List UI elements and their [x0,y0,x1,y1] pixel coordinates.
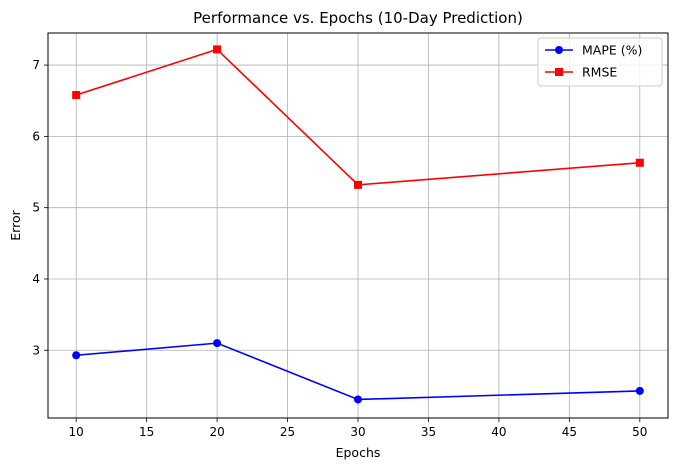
x-tick-label: 10 [69,425,84,439]
legend-marker [555,68,563,76]
chart-title: Performance vs. Epochs (10-Day Predictio… [193,9,523,27]
data-point-mape [354,395,362,404]
series-line-mape [76,342,640,401]
y-axis-label: Error [8,209,23,240]
x-tick-label: 45 [562,425,577,439]
x-tick-label: 20 [209,425,224,439]
legend-label: RMSE [582,65,617,80]
x-tick-label: 35 [421,425,436,439]
y-tick-label: 5 [32,201,40,215]
data-point-rmse [635,158,644,167]
y-tick-label: 3 [32,343,40,357]
series-rmse [72,45,644,189]
grid [48,33,668,418]
data-point-rmse [213,45,222,54]
y-tick-label: 4 [32,272,40,286]
legend-item-mape: MAPE (%) [545,43,642,58]
y-tick-label: 6 [32,129,40,143]
x-tick-label: 50 [632,425,647,439]
legend-marker [555,46,563,54]
x-tick-label: 25 [280,425,295,439]
x-axis-label: Epochs [336,445,381,460]
series-line-rmse [75,48,640,186]
x-axis: 10 15 20 25 30 35 40 45 50 [69,418,647,439]
data-point-mape [635,386,644,395]
y-tick-label: 7 [32,58,40,72]
x-tick-label: 30 [350,425,365,439]
data-point-mape [72,351,81,360]
legend-label: MAPE (%) [582,43,642,58]
legend: MAPE (%) RMSE [537,37,663,87]
data-point-rmse [354,180,362,189]
x-tick-label: 40 [491,425,506,439]
y-axis: 3 4 5 6 7 [32,58,48,357]
data-point-rmse [72,91,81,100]
legend-item-rmse: RMSE [545,65,617,80]
series-mape [72,339,644,404]
series-layer [72,45,644,404]
data-point-mape [213,339,222,348]
x-tick-label: 15 [139,425,154,439]
